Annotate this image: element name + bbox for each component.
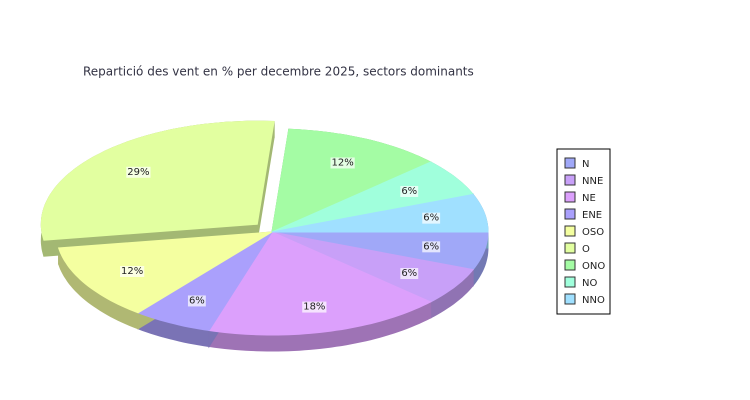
data-label: 6% xyxy=(423,241,439,252)
legend-swatch xyxy=(564,276,576,288)
legend-label: N xyxy=(582,159,589,170)
slice xyxy=(271,231,475,303)
data-label: 6% xyxy=(423,213,439,224)
legend-swatch xyxy=(564,225,576,237)
legend: N NNE NE ENE OSO O ONO NO NNO xyxy=(556,148,611,315)
data-label: 6% xyxy=(401,186,417,197)
data-label: 12% xyxy=(121,266,143,277)
data-label: 6% xyxy=(401,268,417,279)
legend-label: NO xyxy=(582,278,597,289)
data-label: 29% xyxy=(127,167,149,178)
slice xyxy=(136,231,273,332)
label-background xyxy=(302,301,327,313)
legend-label: NNE xyxy=(582,176,603,187)
label-background xyxy=(120,265,145,277)
legend-label: NE xyxy=(582,193,596,204)
label-background xyxy=(400,185,419,197)
legend-swatch xyxy=(564,157,576,169)
legend-swatch xyxy=(564,174,576,186)
legend-label: OSO xyxy=(582,227,604,238)
slice xyxy=(271,128,432,233)
legend-label: NNO xyxy=(582,295,605,306)
legend-swatch xyxy=(564,191,576,203)
slice xyxy=(271,161,475,233)
legend-swatch xyxy=(564,208,576,220)
label-background xyxy=(422,212,441,224)
data-label: 18% xyxy=(303,302,325,313)
slice xyxy=(208,231,432,336)
legend-swatch xyxy=(564,259,576,271)
legend-swatch xyxy=(564,242,576,254)
slice xyxy=(40,120,275,241)
legend-label: ONO xyxy=(582,261,605,272)
label-background xyxy=(126,166,151,178)
data-label: 6% xyxy=(189,295,205,306)
label-background xyxy=(330,157,355,169)
legend-swatch xyxy=(564,293,576,305)
label-background xyxy=(187,295,206,307)
legend-label: ENE xyxy=(582,210,602,221)
chart-title: Repartició des vent en % per decembre 20… xyxy=(83,65,474,79)
label-background xyxy=(400,268,419,280)
legend-label: O xyxy=(582,244,590,255)
label-background xyxy=(422,241,441,253)
slice xyxy=(57,231,273,314)
data-label: 12% xyxy=(331,157,353,168)
